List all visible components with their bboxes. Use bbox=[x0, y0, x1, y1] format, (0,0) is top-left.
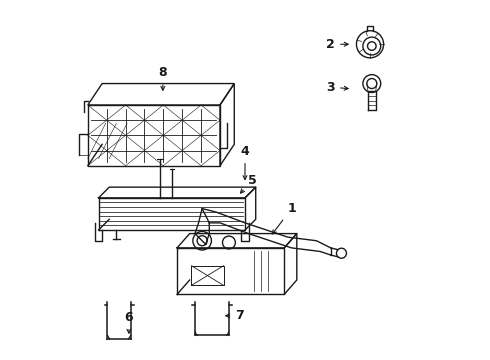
Text: 1: 1 bbox=[272, 202, 296, 234]
Text: 8: 8 bbox=[159, 66, 167, 90]
Text: 3: 3 bbox=[326, 81, 348, 94]
Text: 4: 4 bbox=[241, 145, 249, 180]
Text: 7: 7 bbox=[226, 309, 244, 322]
Text: 2: 2 bbox=[326, 38, 348, 51]
Text: 5: 5 bbox=[241, 174, 257, 193]
Text: 6: 6 bbox=[124, 311, 133, 333]
